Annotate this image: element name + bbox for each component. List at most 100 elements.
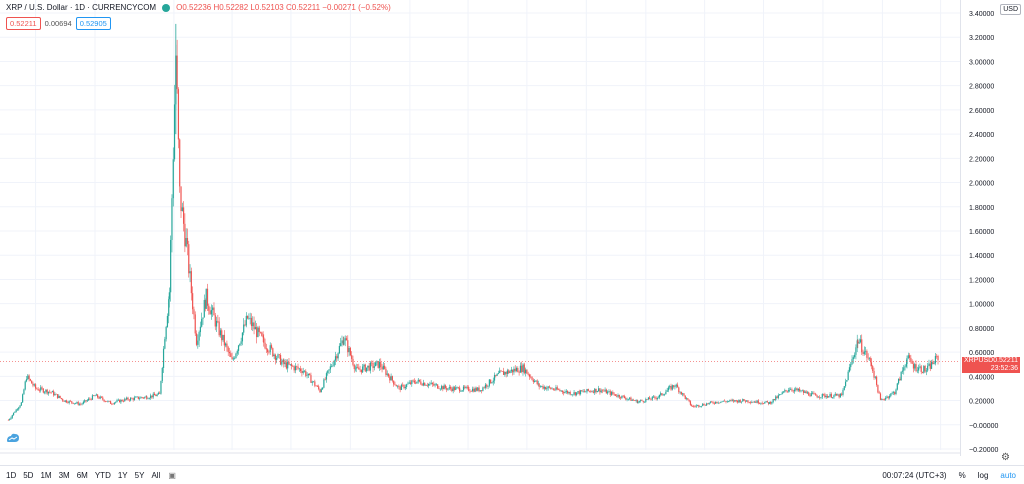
price-chart[interactable]: JunSep2018AprJulOct2019AprJulOct2020AprJ… bbox=[0, 0, 960, 456]
candle-body bbox=[495, 374, 497, 376]
candle-body bbox=[179, 139, 181, 187]
candle-body bbox=[417, 379, 419, 382]
candle-body bbox=[235, 353, 237, 358]
candle-body bbox=[461, 390, 463, 392]
candle-body bbox=[60, 398, 63, 399]
candle-body bbox=[190, 271, 192, 294]
candle-body bbox=[173, 104, 176, 160]
candle-body bbox=[832, 397, 834, 398]
candle-body bbox=[270, 345, 273, 349]
candle-body bbox=[226, 343, 228, 348]
candle-body bbox=[772, 399, 774, 403]
candle-body bbox=[418, 379, 421, 382]
range-button-6m[interactable]: 6M bbox=[76, 470, 88, 480]
candle-body bbox=[420, 381, 422, 385]
candle-body bbox=[49, 391, 51, 393]
currency-button[interactable]: USD bbox=[1000, 4, 1021, 15]
y-tick-label: 0.60000 bbox=[969, 350, 994, 357]
candle-body bbox=[217, 320, 219, 322]
range-button-5d[interactable]: 5D bbox=[23, 470, 34, 480]
candle-body bbox=[534, 380, 536, 382]
price-axis[interactable]: 3.40000 3.20000 3.00000 2.80000 2.60000 2.400… bbox=[960, 0, 1024, 456]
candle-body bbox=[852, 357, 854, 360]
candle-body bbox=[846, 379, 848, 382]
candle-body bbox=[267, 349, 269, 353]
percent-toggle[interactable]: % bbox=[958, 470, 966, 480]
range-button-3m[interactable]: 3M bbox=[58, 470, 70, 480]
candle-body bbox=[86, 400, 88, 402]
candle-body bbox=[901, 370, 904, 372]
candle-body bbox=[355, 366, 357, 369]
symbol-title[interactable]: XRP / U.S. Dollar · 1D · CURRENCYCOM bbox=[6, 3, 157, 12]
candle-body bbox=[459, 387, 461, 392]
candle-body bbox=[612, 392, 614, 394]
candle-body bbox=[877, 384, 879, 393]
candle-body bbox=[921, 371, 924, 373]
candle-body bbox=[102, 397, 104, 400]
candle-body bbox=[369, 362, 372, 371]
candle-body bbox=[908, 355, 911, 358]
candle-body bbox=[488, 379, 490, 386]
candle-body bbox=[406, 384, 408, 387]
candle-body bbox=[679, 391, 681, 393]
settings-gear-icon[interactable]: ⚙ bbox=[1001, 452, 1010, 463]
candle-body bbox=[541, 385, 543, 387]
candle-body bbox=[27, 375, 29, 380]
candle-body bbox=[328, 369, 330, 371]
candle-body bbox=[764, 402, 766, 404]
tradingview-logo-icon[interactable] bbox=[6, 432, 20, 444]
candle-body bbox=[850, 364, 852, 368]
ask-price[interactable]: 0.52905 bbox=[75, 17, 111, 30]
candle-body bbox=[139, 398, 141, 399]
candle-body bbox=[194, 314, 196, 334]
candle-body bbox=[923, 366, 925, 373]
candle-body bbox=[646, 399, 648, 400]
last-price-symbol: XRPUSD bbox=[964, 357, 994, 364]
candle-body bbox=[762, 403, 765, 404]
candle-body bbox=[20, 402, 22, 406]
candle-body bbox=[595, 388, 597, 393]
range-button-ytd[interactable]: YTD bbox=[94, 470, 111, 480]
candle-body bbox=[634, 400, 636, 401]
candle-body bbox=[108, 400, 110, 402]
range-button-1m[interactable]: 1M bbox=[40, 470, 52, 480]
y-tick-label: 2.80000 bbox=[969, 84, 994, 91]
candle-body bbox=[487, 385, 489, 387]
range-button-all[interactable]: All bbox=[151, 470, 161, 480]
candle-body bbox=[897, 378, 900, 384]
goto-date-icon[interactable]: ▣ bbox=[168, 470, 176, 480]
candle-body bbox=[636, 400, 639, 404]
auto-toggle[interactable]: auto bbox=[1000, 470, 1016, 480]
range-button-5y[interactable]: 5Y bbox=[134, 470, 145, 480]
candle-body bbox=[394, 384, 396, 386]
candle-body bbox=[28, 375, 30, 380]
candle-body bbox=[502, 371, 505, 375]
candle-body bbox=[332, 365, 334, 367]
range-button-1d[interactable]: 1D bbox=[6, 470, 17, 480]
candle-body bbox=[283, 359, 285, 365]
candle-body bbox=[784, 390, 786, 392]
log-toggle[interactable]: log bbox=[977, 470, 989, 480]
candle-body bbox=[907, 355, 909, 359]
candle-body bbox=[282, 359, 284, 362]
candle-body bbox=[780, 394, 782, 395]
clock-time[interactable]: 00:07:24 (UTC+3) bbox=[882, 470, 947, 480]
range-button-1y[interactable]: 1Y bbox=[117, 470, 128, 480]
candle-body bbox=[468, 387, 470, 391]
candle-body bbox=[665, 391, 667, 395]
candle-body bbox=[231, 356, 233, 360]
candle-body bbox=[914, 364, 916, 369]
candle-body bbox=[708, 402, 710, 405]
candle-body bbox=[407, 383, 409, 385]
candle-body bbox=[181, 207, 183, 212]
chart-plot-area[interactable]: JunSep2018AprJulOct2019AprJulOct2020AprJ… bbox=[0, 0, 960, 456]
candle-body bbox=[515, 368, 518, 371]
bid-price[interactable]: 0.52211 bbox=[6, 17, 41, 30]
candle-body bbox=[504, 371, 506, 375]
candle-body bbox=[768, 402, 770, 404]
candle-body bbox=[444, 385, 447, 388]
candle-body bbox=[117, 399, 119, 401]
candle-body bbox=[623, 396, 626, 398]
candle-body bbox=[733, 400, 735, 402]
candle-body bbox=[54, 393, 56, 396]
